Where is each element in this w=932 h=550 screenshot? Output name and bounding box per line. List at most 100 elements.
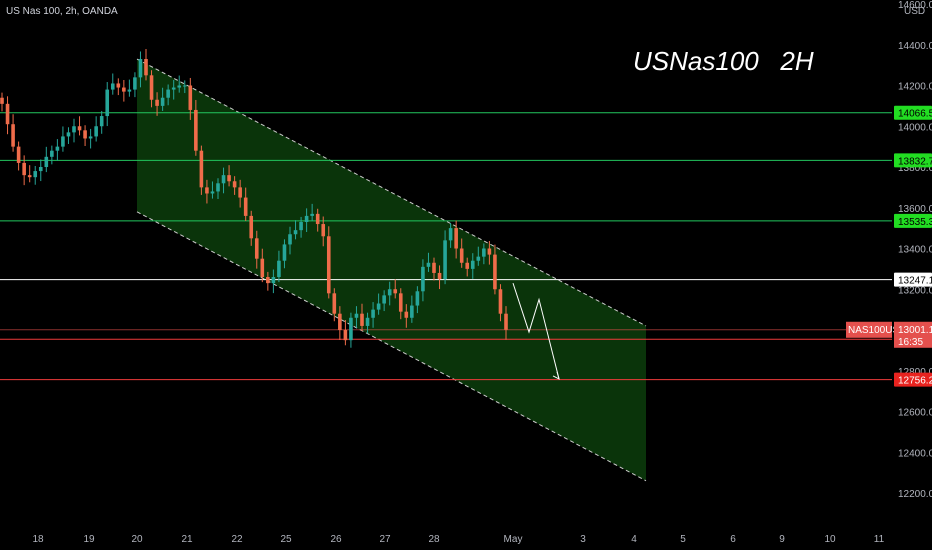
chart-title: USNas100 2H [633,46,814,76]
candle-body [33,171,38,178]
candle-body [127,89,132,92]
currency-label: USD [904,6,925,17]
x-tick-label: 22 [231,534,243,545]
horizontal-levels[interactable] [0,112,892,381]
symbol-tag: NAS100USD [848,325,906,336]
candle-body [61,136,65,147]
channel-lower-line[interactable] [136,211,647,482]
y-tick-label: 14600.0 [898,0,932,11]
y-tick-label: 13400.0 [898,245,932,256]
candle-body [38,167,43,172]
symbol-tag-box [846,321,892,338]
candle-body [238,187,242,198]
y-tick-label: 12600.0 [898,408,932,419]
candle-body [116,83,121,88]
candle-body [16,146,21,163]
candle-body [304,215,309,223]
level-label-box [894,372,932,387]
channel-upper-line[interactable] [136,58,647,327]
current-price-box [894,321,932,348]
candle-body [194,109,198,151]
candle-body [99,116,104,127]
x-tick-label: 28 [428,534,440,545]
candle-body [55,146,60,151]
x-tick-label: 26 [330,534,342,545]
time-axis[interactable]: 18 19 20 21 22 25 26 27 28 May 3 4 5 6 9 10 11 [32,534,884,545]
candle-body [282,244,287,261]
candle-body [166,89,170,98]
projection-arrow[interactable] [512,282,560,380]
x-tick-label: 4 [631,534,637,545]
current-price-label: 13001.1 [898,325,932,336]
candle-body [11,124,15,147]
candle-body [410,305,414,318]
candle-body [138,59,143,78]
candle-body [5,103,10,125]
candle-body [254,238,259,259]
level-label: 13535.3 [898,217,932,228]
candle-body [448,228,453,241]
candle-body [321,224,326,237]
candle-body [72,126,76,133]
candle-body [360,313,364,326]
candle-body [50,150,54,157]
x-tick-label: 27 [379,534,391,545]
candle-body [205,187,209,194]
x-tick-label: 6 [730,534,736,545]
x-tick-label: 3 [580,534,586,545]
candle-body [299,222,303,231]
x-tick-label: 10 [824,534,836,545]
y-tick-label: 13200.0 [898,285,932,296]
projection-path[interactable] [512,282,560,380]
y-tick-label: 14400.0 [898,41,932,52]
candle-body [482,248,486,257]
candle-body [426,262,431,267]
x-tick-label: May [504,534,523,545]
candle-body [326,236,331,294]
candle-body [271,277,276,284]
projection-arrowhead [552,371,560,380]
x-tick-label: 5 [680,534,686,545]
candle-body [293,230,298,235]
candle-body [459,248,464,263]
candle-body [365,317,370,326]
channel-fill [137,59,646,481]
candle-body [349,317,353,341]
level-label: 14066.5 [898,109,932,120]
countdown-label: 16:35 [898,337,923,348]
candle-body [398,293,403,312]
candle-body [105,89,110,117]
candle-body [376,303,381,310]
candle-body [155,99,159,106]
level-label-box [894,213,932,228]
candle-body [393,289,398,294]
candle-body [144,59,148,76]
candle-body [149,75,154,100]
candle-body [22,162,26,176]
price-labels: 14066.513832.713535.313247.112954.412756… [846,105,932,387]
candle-body [437,272,442,280]
candle-body [94,126,98,137]
candle-body [88,136,93,139]
level-label-box [894,105,932,120]
candle-body [133,77,137,90]
candle-body [77,126,82,131]
level-label: 13832.7 [898,156,932,167]
candle-body [421,266,425,292]
candle-body [354,313,359,318]
candle-body [343,330,348,341]
x-tick-label: 25 [280,534,292,545]
candlesticks [0,49,508,348]
x-tick-label: 21 [181,534,193,545]
candle-body [182,85,187,87]
descending-channel[interactable] [136,58,647,482]
candle-body [27,175,32,178]
candle-body [476,256,481,261]
x-tick-label: 19 [83,534,95,545]
candle-body [188,85,193,110]
candle-body [177,85,182,88]
candle-body [122,87,126,92]
candle-body [83,130,87,139]
candle-body [332,293,337,314]
